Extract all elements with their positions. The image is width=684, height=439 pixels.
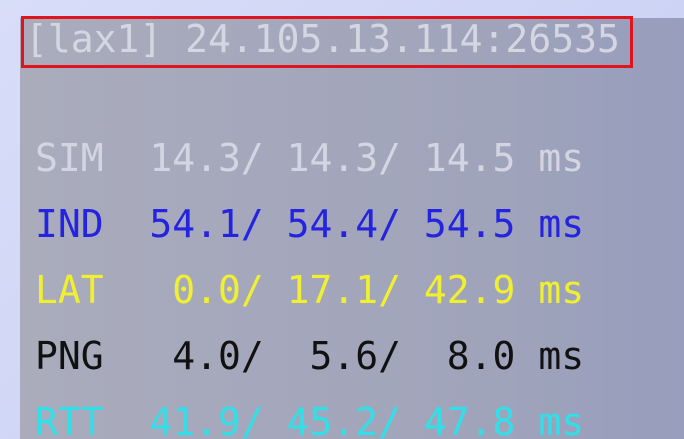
stats-panel: [20, 18, 684, 439]
stat-min: 0.0/: [172, 268, 264, 312]
stat-avg: 5.6/: [309, 334, 402, 378]
stat-unit: ms: [538, 334, 585, 378]
stat-row: IND 54.1/54.4/54.5 ms: [35, 199, 653, 249]
stat-row: PNG 4.0/5.6/8.0 ms: [35, 331, 653, 381]
stat-label: IND: [35, 202, 104, 246]
stat-unit: ms: [538, 268, 585, 312]
stat-unit: ms: [538, 400, 585, 439]
stat-row: LAT 0.0/17.1/42.9 ms: [35, 265, 653, 315]
stat-max: 54.5: [423, 202, 516, 246]
stat-label: PNG: [35, 334, 104, 378]
stat-min: 14.3/: [149, 136, 264, 180]
stat-unit: ms: [538, 136, 585, 180]
stat-label: RTT: [35, 400, 104, 439]
stat-avg: 14.3/: [286, 136, 402, 180]
stat-avg: 17.1/: [286, 268, 402, 312]
highlight-box: [21, 16, 633, 68]
stat-label: LAT: [35, 268, 104, 312]
stat-avg: 45.2/: [286, 400, 402, 439]
stat-max: 14.5: [423, 136, 516, 180]
stat-max: 47.8: [423, 400, 516, 439]
stat-min: 41.9/: [149, 400, 264, 439]
stat-max: 42.9: [423, 268, 516, 312]
stat-row: RTT 41.9/45.2/47.8 ms: [35, 397, 653, 439]
stat-unit: ms: [538, 202, 585, 246]
stat-max: 8.0: [446, 334, 516, 378]
server-title: [lax1] 24.105.13.114:26535: [25, 17, 620, 61]
stat-min: 54.1/: [149, 202, 264, 246]
stat-row: SIM 14.3/14.3/14.5 ms: [35, 133, 653, 183]
stat-min: 4.0/: [172, 334, 264, 378]
stat-avg: 54.4/: [286, 202, 402, 246]
stat-label: SIM: [35, 136, 104, 180]
